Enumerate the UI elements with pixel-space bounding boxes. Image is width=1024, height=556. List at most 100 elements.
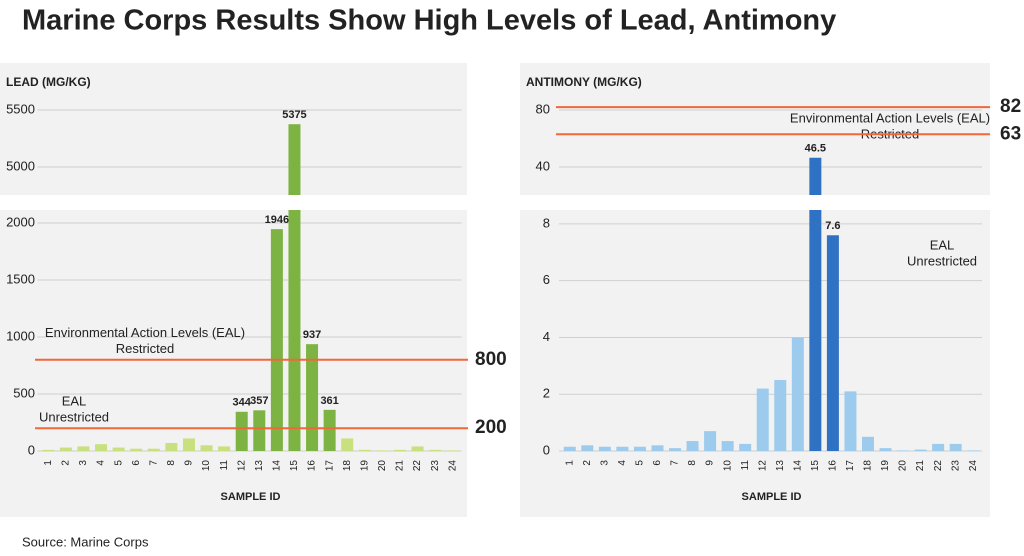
reference-label: Restricted bbox=[116, 341, 175, 356]
y-tick-label: 0 bbox=[28, 442, 35, 457]
x-tick-label: 19 bbox=[880, 460, 891, 472]
x-axis-label: SAMPLE ID bbox=[742, 491, 802, 503]
bar bbox=[446, 450, 459, 451]
x-tick-label: 20 bbox=[377, 460, 388, 472]
source: Source: Marine Corps bbox=[22, 534, 149, 549]
bar bbox=[686, 441, 699, 451]
bar bbox=[358, 449, 371, 451]
x-tick-label: 11 bbox=[740, 460, 751, 471]
x-tick-label: 22 bbox=[933, 460, 944, 472]
value-label: 357 bbox=[250, 395, 268, 407]
x-tick-label: 17 bbox=[324, 460, 335, 472]
reference-value: 800 bbox=[475, 349, 507, 370]
bar bbox=[182, 438, 195, 451]
y-tick-label: 2000 bbox=[6, 214, 35, 229]
axis-title: ANTIMONY (MG/KG) bbox=[526, 75, 642, 89]
x-tick-label: 12 bbox=[757, 460, 768, 472]
x-tick-label: 5 bbox=[113, 460, 124, 466]
bar bbox=[721, 441, 734, 451]
value-label: 1946 bbox=[265, 214, 289, 226]
x-tick-label: 12 bbox=[236, 460, 247, 472]
x-tick-label: 14 bbox=[792, 460, 803, 472]
y-tick-label: 80 bbox=[536, 101, 550, 116]
reference-label: EAL bbox=[930, 237, 955, 252]
bar bbox=[341, 438, 354, 451]
y-tick-label: 1500 bbox=[6, 271, 35, 286]
y-tick-label: 40 bbox=[536, 158, 550, 173]
y-tick-label: 1000 bbox=[6, 328, 35, 343]
y-tick-label: 5000 bbox=[6, 158, 35, 173]
x-tick-label: 6 bbox=[652, 460, 663, 466]
reference-label: Environmental Action Levels (EAL) bbox=[790, 111, 990, 126]
reference-value: 63 bbox=[1000, 123, 1021, 144]
reference-label: Environmental Action Levels (EAL) bbox=[45, 325, 245, 340]
bar bbox=[393, 449, 406, 451]
x-tick-label: 21 bbox=[395, 460, 406, 472]
x-axis-label: SAMPLE ID bbox=[221, 491, 281, 503]
x-tick-label: 13 bbox=[775, 460, 786, 472]
x-tick-label: 10 bbox=[722, 460, 733, 472]
y-tick-label: 0 bbox=[543, 442, 550, 457]
x-tick-label: 15 bbox=[289, 460, 300, 472]
x-tick-label: 18 bbox=[863, 460, 874, 472]
x-tick-label: 21 bbox=[915, 460, 926, 472]
x-tick-label: 9 bbox=[705, 460, 716, 466]
bar bbox=[130, 448, 143, 451]
x-tick-label: 3 bbox=[599, 460, 610, 466]
bar bbox=[95, 444, 108, 451]
x-tick-label: 4 bbox=[96, 460, 107, 466]
bar bbox=[861, 436, 874, 451]
bar bbox=[651, 445, 664, 451]
x-tick-label: 8 bbox=[166, 460, 177, 466]
x-tick-label: 4 bbox=[617, 460, 628, 466]
bar bbox=[809, 157, 822, 195]
bar bbox=[897, 450, 910, 451]
bar bbox=[932, 443, 945, 451]
x-tick-label: 5 bbox=[635, 460, 646, 466]
bar bbox=[235, 411, 248, 451]
bar bbox=[598, 446, 611, 451]
bar bbox=[949, 443, 962, 451]
x-tick-label: 18 bbox=[342, 460, 353, 472]
bar bbox=[809, 210, 822, 451]
x-tick-label: 13 bbox=[254, 460, 265, 472]
x-tick-label: 1 bbox=[564, 460, 575, 466]
reference-label: EAL bbox=[62, 394, 87, 409]
x-tick-label: 7 bbox=[670, 460, 681, 466]
bar bbox=[967, 450, 980, 451]
y-tick-label: 8 bbox=[543, 215, 550, 230]
bar bbox=[879, 448, 892, 451]
axis-title: LEAD (MG/KG) bbox=[6, 75, 91, 89]
x-tick-label: 8 bbox=[687, 460, 698, 466]
value-label: 361 bbox=[320, 395, 338, 407]
bar bbox=[739, 443, 752, 451]
x-tick-label: 16 bbox=[307, 460, 318, 472]
bar bbox=[756, 388, 769, 451]
reference-label: Unrestricted bbox=[39, 410, 109, 425]
x-tick-label: 1 bbox=[43, 460, 54, 466]
bar bbox=[59, 447, 72, 451]
panel-background bbox=[520, 63, 990, 195]
x-tick-label: 2 bbox=[582, 460, 593, 466]
x-tick-label: 15 bbox=[810, 460, 821, 472]
bar bbox=[200, 445, 213, 451]
x-tick-label: 24 bbox=[447, 460, 458, 472]
bar bbox=[376, 450, 389, 451]
x-tick-label: 14 bbox=[272, 460, 283, 472]
value-label: 5375 bbox=[282, 109, 306, 121]
reference-label: Unrestricted bbox=[907, 253, 977, 268]
bar bbox=[914, 449, 927, 451]
bar bbox=[288, 210, 301, 451]
bar bbox=[306, 344, 319, 451]
bar bbox=[844, 391, 857, 451]
bar bbox=[791, 337, 804, 451]
bar bbox=[411, 446, 424, 451]
reference-value: 200 bbox=[475, 417, 507, 438]
value-label: 937 bbox=[303, 329, 321, 341]
bar bbox=[633, 446, 646, 451]
y-tick-label: 5500 bbox=[6, 101, 35, 116]
bar bbox=[826, 235, 839, 451]
x-tick-label: 3 bbox=[78, 460, 89, 466]
x-tick-label: 20 bbox=[898, 460, 909, 472]
